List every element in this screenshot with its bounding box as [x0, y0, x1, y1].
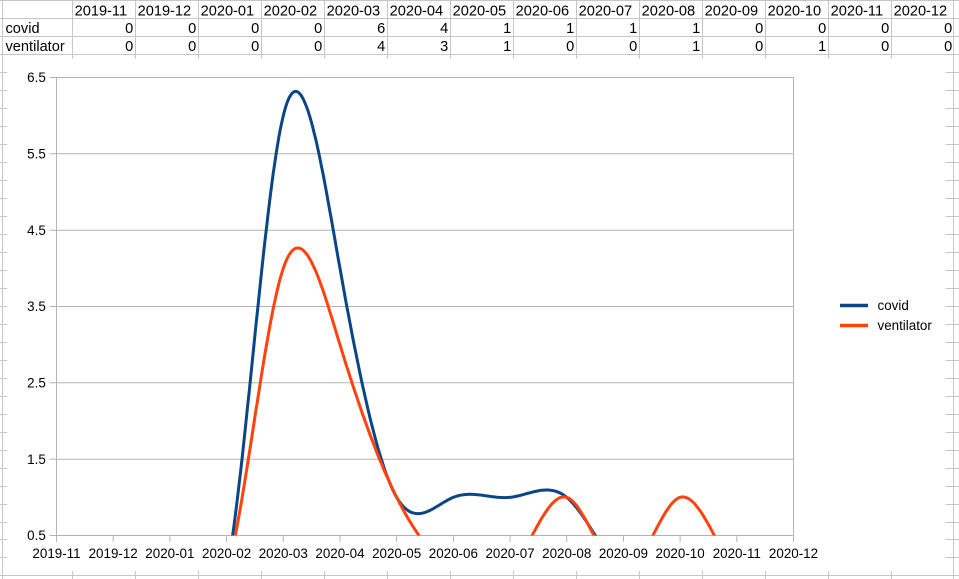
svg-text:1: 1	[692, 21, 700, 37]
svg-text:2020-03: 2020-03	[327, 3, 381, 19]
svg-text:0: 0	[944, 21, 952, 37]
svg-text:ventilator: ventilator	[6, 39, 65, 55]
svg-text:2020-12: 2020-12	[769, 546, 818, 561]
svg-text:2020-07: 2020-07	[485, 546, 534, 561]
svg-text:2020-11: 2020-11	[713, 546, 761, 561]
svg-text:0: 0	[251, 21, 259, 37]
svg-text:2020-05: 2020-05	[453, 3, 507, 19]
svg-text:2019-11: 2019-11	[32, 546, 80, 561]
svg-text:2020-02: 2020-02	[202, 546, 251, 561]
svg-text:2020-09: 2020-09	[599, 546, 648, 561]
svg-text:1: 1	[629, 21, 637, 37]
svg-text:2020-08: 2020-08	[542, 546, 591, 561]
svg-text:0: 0	[944, 39, 952, 55]
svg-text:0: 0	[629, 39, 637, 55]
svg-text:4: 4	[440, 21, 448, 37]
svg-text:1: 1	[503, 39, 511, 55]
svg-text:2019-12: 2019-12	[89, 546, 138, 561]
svg-text:4: 4	[377, 39, 385, 55]
svg-text:2.5: 2.5	[27, 376, 46, 391]
svg-text:2020-04: 2020-04	[390, 3, 444, 19]
svg-text:3.5: 3.5	[27, 299, 46, 314]
svg-text:3: 3	[440, 39, 448, 55]
svg-text:2020-07: 2020-07	[579, 3, 633, 19]
svg-text:0: 0	[188, 21, 196, 37]
svg-text:2020-01: 2020-01	[201, 3, 255, 19]
svg-text:1.5: 1.5	[27, 452, 46, 467]
svg-text:2020-10: 2020-10	[768, 3, 822, 19]
svg-text:2020-06: 2020-06	[429, 546, 478, 561]
svg-text:1: 1	[503, 21, 511, 37]
svg-text:covid: covid	[878, 298, 909, 313]
svg-text:2020-10: 2020-10	[656, 546, 705, 561]
svg-text:2020-05: 2020-05	[372, 546, 421, 561]
svg-text:6.5: 6.5	[27, 70, 46, 85]
svg-text:2020-06: 2020-06	[516, 3, 570, 19]
svg-text:0: 0	[125, 39, 133, 55]
svg-text:covid: covid	[6, 21, 40, 37]
svg-text:0: 0	[314, 21, 322, 37]
svg-text:0: 0	[755, 39, 763, 55]
svg-text:6: 6	[377, 21, 385, 37]
svg-text:2020-02: 2020-02	[264, 3, 318, 19]
svg-text:ventilator: ventilator	[878, 318, 933, 333]
svg-text:0: 0	[314, 39, 322, 55]
svg-text:0.5: 0.5	[27, 528, 46, 543]
svg-text:1: 1	[566, 21, 574, 37]
svg-text:0: 0	[566, 39, 574, 55]
svg-text:2020-01: 2020-01	[145, 546, 194, 561]
svg-text:0: 0	[755, 21, 763, 37]
svg-text:1: 1	[818, 39, 826, 55]
svg-text:2020-12: 2020-12	[894, 3, 948, 19]
svg-text:0: 0	[251, 39, 259, 55]
svg-text:0: 0	[188, 39, 196, 55]
svg-text:2020-11: 2020-11	[831, 3, 883, 19]
svg-text:0: 0	[881, 39, 889, 55]
svg-text:2020-03: 2020-03	[259, 546, 308, 561]
svg-text:0: 0	[881, 21, 889, 37]
svg-text:2019-12: 2019-12	[138, 3, 192, 19]
svg-text:2020-09: 2020-09	[705, 3, 759, 19]
svg-text:0: 0	[125, 21, 133, 37]
svg-text:1: 1	[692, 39, 700, 55]
svg-text:2020-08: 2020-08	[642, 3, 696, 19]
svg-text:5.5: 5.5	[27, 147, 46, 162]
svg-text:2020-04: 2020-04	[315, 546, 365, 561]
svg-text:4.5: 4.5	[27, 223, 46, 238]
svg-text:2019-11: 2019-11	[75, 3, 127, 19]
svg-text:0: 0	[818, 21, 826, 37]
